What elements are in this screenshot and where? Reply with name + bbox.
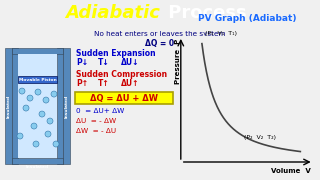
Bar: [5, 48, 12, 164]
Text: Sudden Expansion: Sudden Expansion: [76, 49, 156, 58]
Text: (P₁  V₁  T₁): (P₁ V₁ T₁): [205, 31, 237, 36]
Text: Pressure  P: Pressure P: [175, 39, 181, 84]
Bar: [18, 54, 57, 158]
Bar: [12, 158, 63, 164]
Text: (P₂  V₂  T₂): (P₂ V₂ T₂): [244, 135, 276, 140]
Text: ΔU↓: ΔU↓: [121, 58, 140, 67]
Text: ΔQ = ΔU + ΔW: ΔQ = ΔU + ΔW: [90, 94, 158, 103]
Bar: [12, 48, 18, 164]
Text: ΔQ = 0: ΔQ = 0: [145, 39, 175, 48]
Circle shape: [35, 89, 41, 95]
Text: T↓: T↓: [98, 58, 110, 67]
Text: Movable Piston: Movable Piston: [19, 78, 56, 82]
Bar: [18, 76, 57, 83]
Text: Insulated: Insulated: [26, 165, 49, 169]
Text: 0  = ΔU+ ΔW: 0 = ΔU+ ΔW: [76, 108, 124, 114]
Circle shape: [53, 141, 59, 147]
Circle shape: [43, 97, 49, 103]
Text: P↑: P↑: [76, 79, 88, 88]
Circle shape: [51, 91, 57, 97]
Circle shape: [47, 118, 53, 124]
Circle shape: [27, 95, 33, 101]
Bar: [57, 48, 63, 164]
Text: Process: Process: [162, 4, 246, 22]
Text: Adiabatic: Adiabatic: [65, 4, 160, 22]
Bar: [75, 92, 173, 104]
Text: Insulated: Insulated: [6, 94, 11, 118]
Circle shape: [19, 88, 25, 94]
Text: Insulated: Insulated: [65, 94, 68, 118]
Circle shape: [45, 131, 51, 137]
Text: ΔU  = - ΔW: ΔU = - ΔW: [76, 118, 116, 124]
Text: P↓: P↓: [76, 58, 88, 67]
Circle shape: [17, 133, 23, 139]
Text: Volume  V: Volume V: [271, 168, 311, 174]
Text: Sudden Compression: Sudden Compression: [76, 70, 167, 79]
Bar: [12, 48, 63, 54]
Text: ΔU↑: ΔU↑: [121, 79, 140, 88]
Bar: [63, 48, 70, 164]
Text: PV Graph (Adiabat): PV Graph (Adiabat): [198, 14, 296, 23]
Circle shape: [23, 105, 29, 111]
Text: T↑: T↑: [98, 79, 110, 88]
Circle shape: [31, 123, 37, 129]
Text: ΔW  = - ΔU: ΔW = - ΔU: [76, 128, 116, 134]
Circle shape: [39, 111, 45, 117]
Circle shape: [33, 141, 39, 147]
Text: No heat enters or leaves the system: No heat enters or leaves the system: [94, 31, 226, 37]
